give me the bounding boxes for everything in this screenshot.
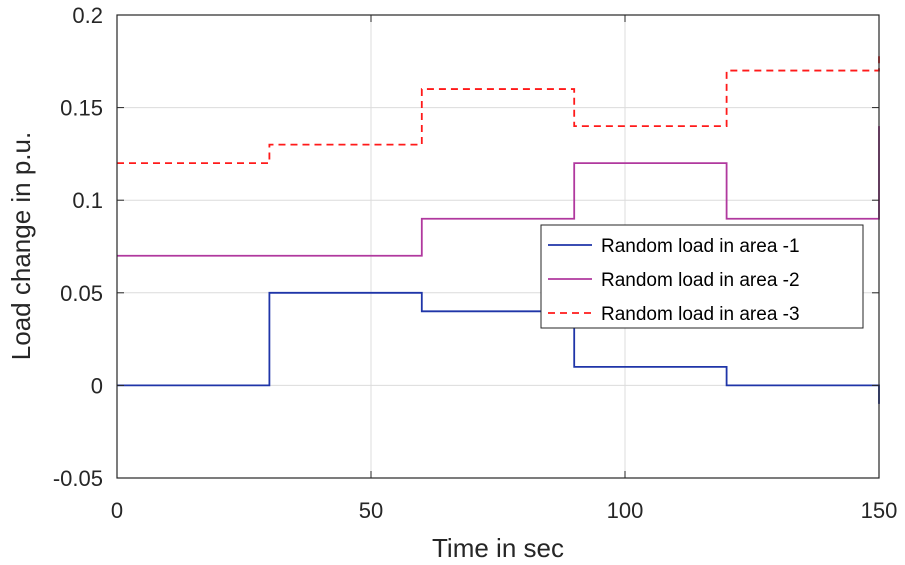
- legend-label-2: Random load in area -2: [601, 270, 800, 291]
- legend-label-1: Random load in area -1: [601, 236, 800, 257]
- ticks: [116, 14, 880, 479]
- y-tick-label: 0.2: [72, 3, 103, 28]
- y-tick-label: 0.15: [60, 96, 103, 121]
- legend: Random load in area -1 Random load in are…: [540, 224, 864, 329]
- x-tick-label: 100: [607, 498, 644, 523]
- series-line-2: [117, 126, 880, 257]
- y-tick-label: 0: [91, 373, 103, 398]
- plot-border: [116, 14, 880, 479]
- tick-labels: 0 50 100 150 -0.05 0 0.05 0.1 0.15 0.2: [53, 3, 898, 523]
- x-tick-label: 0: [111, 498, 123, 523]
- y-tick-label: 0.1: [72, 188, 103, 213]
- y-axis-label: Load change in p.u.: [6, 132, 36, 360]
- x-axis-label: Time in sec: [432, 533, 564, 563]
- legend-label-3: Random load in area -3: [601, 304, 800, 325]
- y-tick-label: 0.05: [60, 281, 103, 306]
- x-tick-label: 150: [861, 498, 898, 523]
- y-tick-label: -0.05: [53, 466, 103, 491]
- legend-box: [540, 224, 864, 329]
- series-line-3: [117, 52, 880, 165]
- x-tick-label: 50: [359, 498, 383, 523]
